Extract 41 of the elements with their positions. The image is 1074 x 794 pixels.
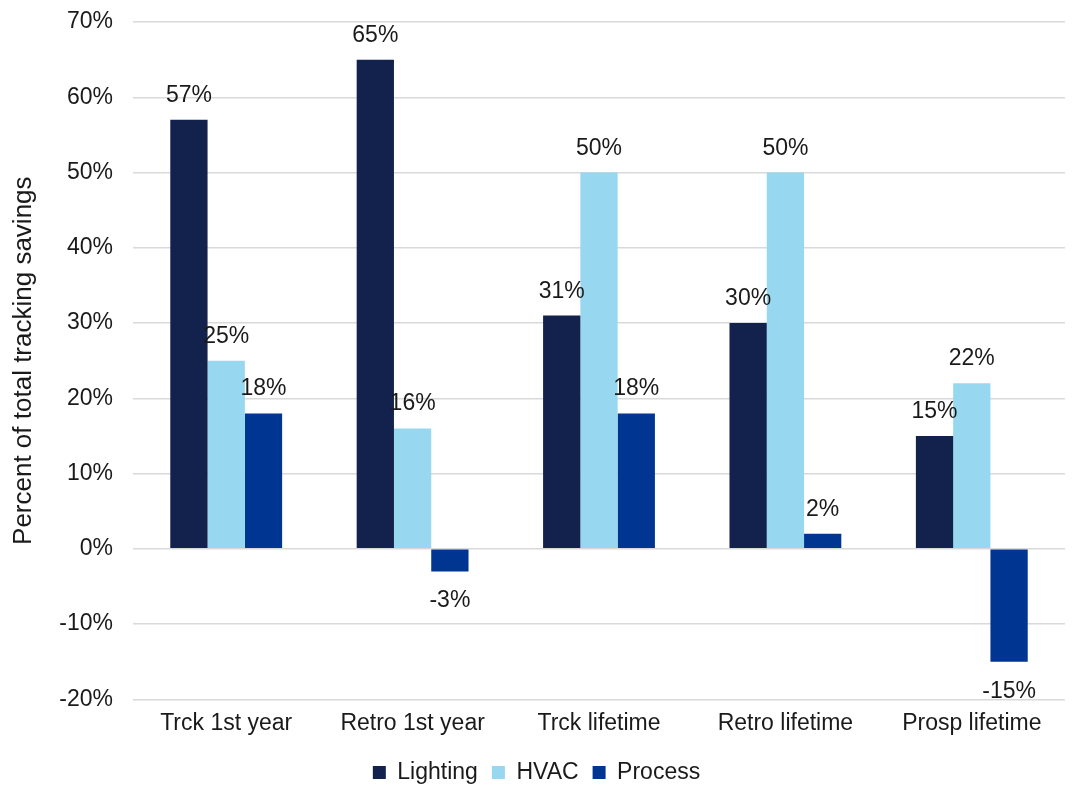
bar	[431, 549, 469, 572]
x-tick-label: Retro 1st year	[340, 708, 486, 735]
y-tick-label: -20%	[59, 684, 113, 711]
y-tick-label: 20%	[66, 383, 113, 410]
y-tick-label: 50%	[66, 157, 113, 184]
bar	[729, 323, 767, 549]
y-axis-title: Percent of total tracking savings	[6, 176, 37, 545]
bar	[244, 413, 283, 549]
y-tick-label: 30%	[66, 308, 113, 335]
x-tick-label: Retro lifetime	[717, 708, 854, 735]
bar	[393, 428, 432, 549]
data-label: 18%	[613, 374, 660, 401]
y-tick-label: -10%	[59, 609, 113, 636]
bar	[543, 315, 581, 549]
y-tick-label: 60%	[66, 82, 113, 109]
legend-label: Process	[617, 757, 701, 784]
bar	[990, 549, 1028, 662]
y-tick-label: 70%	[66, 7, 113, 34]
bar	[915, 435, 954, 549]
data-label: 22%	[948, 344, 995, 371]
bar	[804, 533, 842, 549]
y-tick-label: 40%	[66, 233, 113, 260]
data-label: 15%	[911, 396, 958, 423]
y-tick-label: 0%	[79, 534, 113, 561]
bar	[617, 413, 655, 549]
x-tick-label: Trck 1st year	[160, 708, 293, 735]
legend-label: HVAC	[516, 757, 579, 784]
legend-label: Lighting	[397, 757, 478, 784]
data-label: 31%	[538, 276, 585, 303]
data-label: -15%	[982, 676, 1036, 703]
data-label: 65%	[352, 20, 399, 47]
data-label: 30%	[725, 284, 772, 311]
data-label: -3%	[429, 586, 471, 613]
data-label: 2%	[806, 494, 840, 521]
x-tick-label: Trck lifetime	[537, 708, 661, 735]
data-label: 50%	[575, 133, 623, 160]
data-label: 57%	[165, 80, 212, 107]
data-label: 50%	[762, 133, 809, 160]
data-label: 18%	[240, 374, 287, 401]
y-tick-label: 10%	[66, 458, 113, 485]
x-tick-label: Prosp lifetime	[902, 708, 1042, 735]
